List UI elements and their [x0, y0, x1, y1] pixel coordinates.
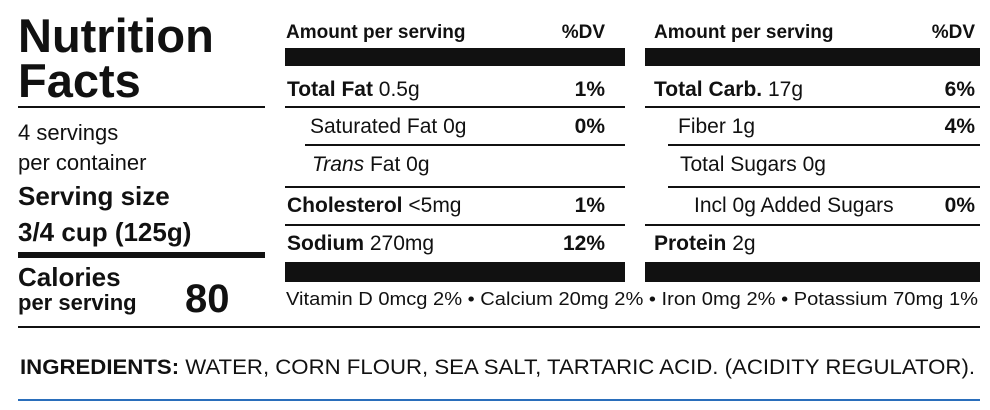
rule	[645, 106, 980, 108]
rule	[305, 144, 625, 146]
rule	[18, 399, 980, 401]
bar	[285, 48, 625, 66]
column-header: %DV	[932, 22, 976, 43]
nutrient-row: Protein 2g	[654, 232, 756, 255]
calories-label: per serving	[18, 290, 137, 315]
rule	[285, 106, 625, 108]
ingredients: INGREDIENTS: WATER, CORN FLOUR, SEA SALT…	[20, 356, 975, 379]
dv: 0%	[945, 194, 976, 217]
nutrient-row: Total Carb. 17g	[654, 78, 803, 101]
rule	[18, 326, 980, 328]
calories-label: Calories	[18, 262, 121, 292]
bar	[645, 262, 980, 282]
column-header: Amount per serving	[286, 22, 465, 43]
dv: 6%	[945, 78, 976, 101]
nutrient-row: Total Fat 0.5g	[287, 78, 420, 101]
bar	[645, 48, 980, 66]
nutrient-row: Incl 0g Added Sugars	[694, 194, 894, 217]
nutrient-row: Cholesterol <5mg	[287, 194, 462, 217]
title: Facts	[18, 54, 141, 107]
rule	[18, 106, 265, 108]
column-header: %DV	[562, 22, 606, 43]
bar	[285, 262, 625, 282]
servings: per container	[18, 150, 146, 175]
rule	[645, 224, 980, 226]
rule	[285, 224, 625, 226]
column-header: Amount per serving	[654, 22, 833, 43]
nutrient-row: Sodium 270mg	[287, 232, 434, 255]
servings: 4 servings	[18, 120, 118, 145]
dv: 4%	[945, 115, 976, 138]
dv: 0%	[575, 115, 606, 138]
nutrient-row: Total Sugars 0g	[680, 153, 826, 176]
rule	[668, 186, 980, 188]
rule	[285, 186, 625, 188]
serving-size-label: Serving size	[18, 181, 170, 211]
vitamins: Vitamin D 0mcg 2% • Calcium 20mg 2% • Ir…	[286, 289, 978, 309]
dv: 1%	[575, 194, 606, 217]
dv: 1%	[575, 78, 606, 101]
nutrient-row: Saturated Fat 0g	[310, 115, 466, 138]
serving-size-amount: 3/4 cup (125g)	[18, 217, 191, 247]
rule	[18, 252, 265, 258]
rule	[668, 144, 980, 146]
calories-value: 80	[185, 277, 230, 321]
nutrient-row: Trans Fat 0g	[312, 153, 430, 176]
title: Nutrition	[18, 9, 214, 62]
nutrient-row: Fiber 1g	[678, 115, 755, 138]
dv: 12%	[563, 232, 605, 255]
